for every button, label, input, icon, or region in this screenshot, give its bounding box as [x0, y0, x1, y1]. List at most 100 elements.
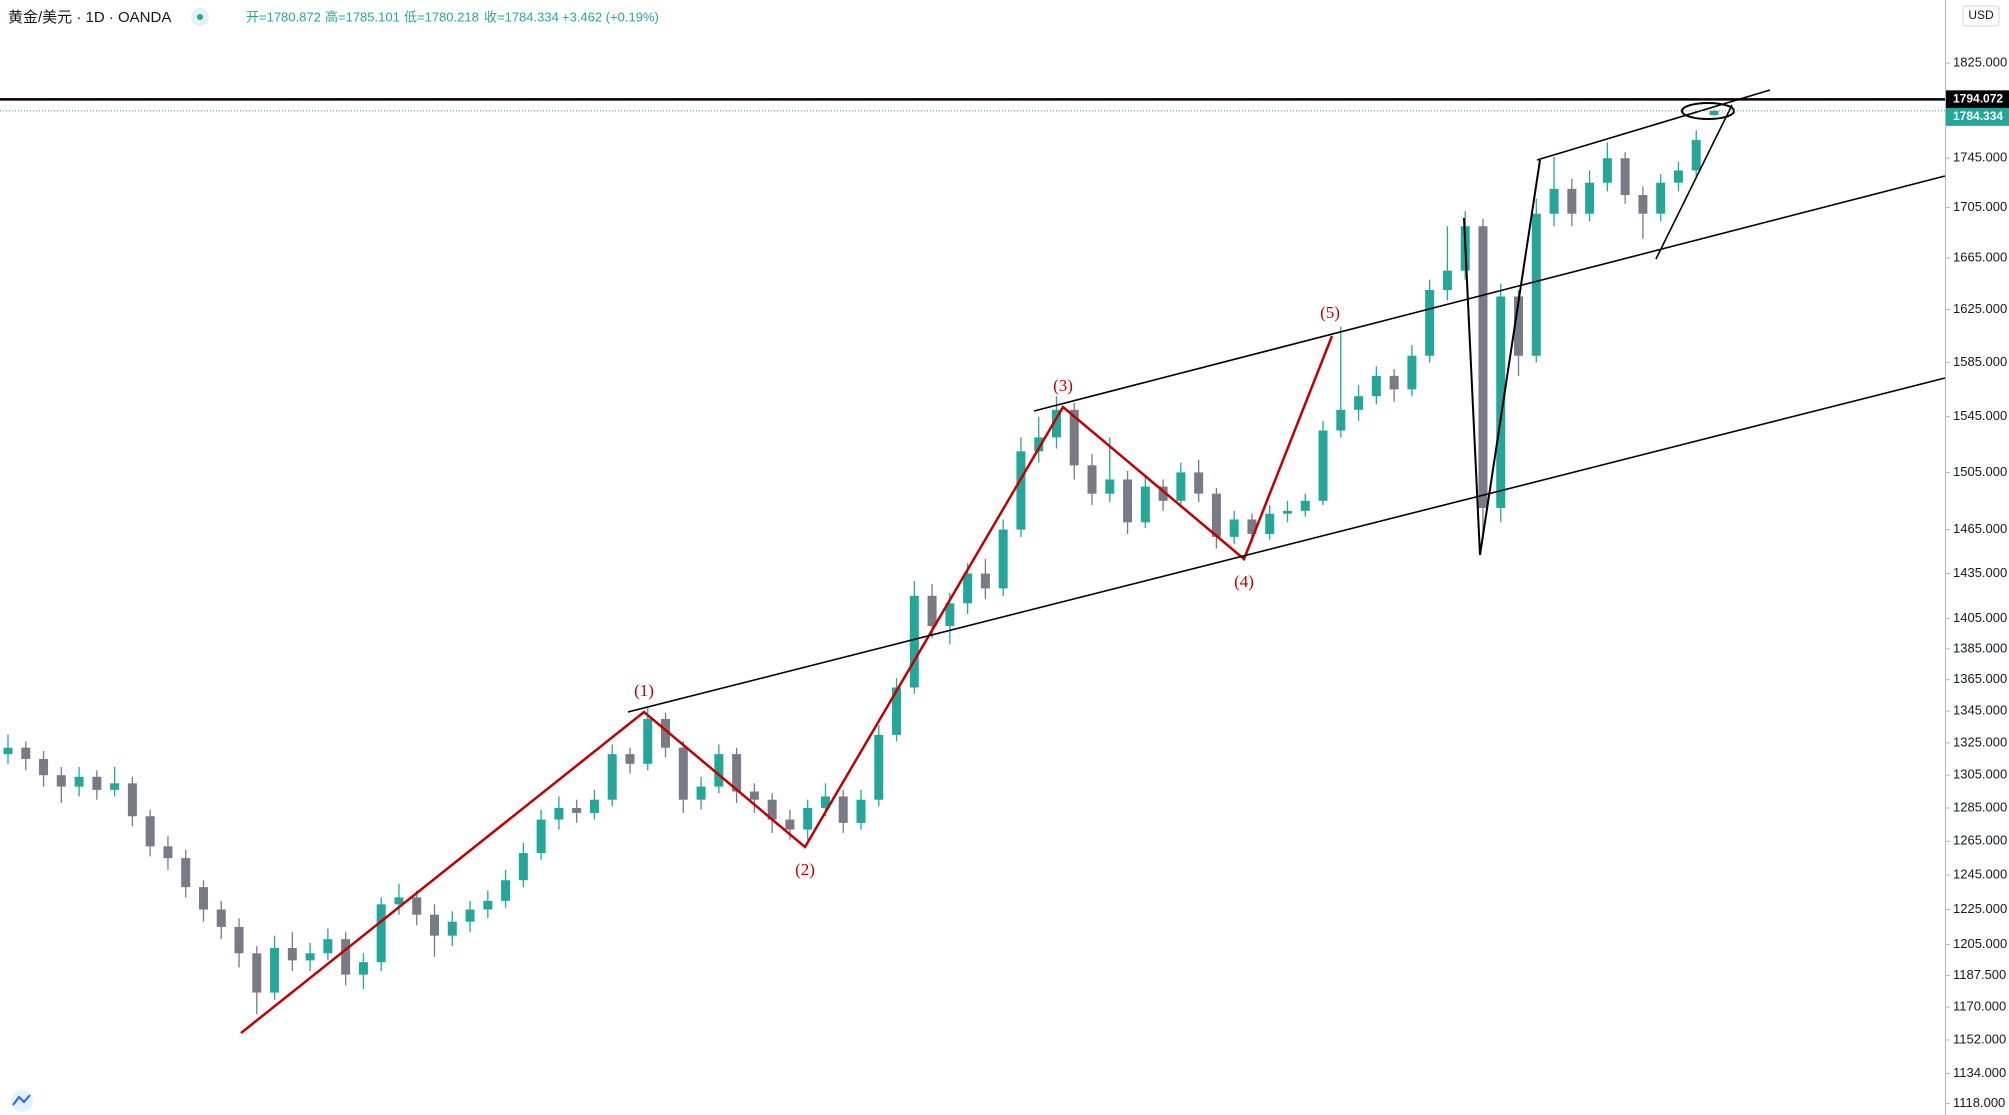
candle-body	[607, 754, 617, 800]
wave-label: (4)	[1234, 572, 1254, 591]
y-tick-label: 1345.000	[1953, 703, 2007, 718]
candle-body	[501, 880, 511, 901]
candle-body	[1211, 493, 1221, 537]
candle-body	[270, 947, 280, 993]
candle-body	[518, 853, 528, 881]
candle-body	[376, 904, 386, 963]
candle-body	[589, 799, 599, 813]
y-tick-label: 1385.000	[1953, 640, 2007, 655]
y-tick-label: 1205.000	[1953, 936, 2007, 951]
candle-body	[394, 897, 404, 905]
candle-body	[1496, 296, 1506, 508]
candle-body	[1140, 486, 1150, 523]
wave-label: (2)	[795, 860, 815, 879]
candle-body	[998, 529, 1008, 589]
candle-body	[1673, 170, 1683, 183]
candle-body	[536, 819, 546, 854]
candle-body	[554, 807, 564, 820]
candle-body	[714, 754, 724, 787]
candle-body	[74, 776, 84, 787]
y-tick-label: 1745.000	[1953, 150, 2007, 165]
candle-body	[1656, 182, 1666, 214]
channel-upper	[1033, 175, 1946, 412]
candle-body	[287, 947, 297, 961]
candle-body	[305, 953, 315, 961]
y-tick-label: 1505.000	[1953, 464, 2007, 479]
y-tick-label: 1170.000	[1953, 998, 2006, 1013]
candle-body	[1247, 519, 1257, 534]
candle-body	[661, 718, 671, 748]
candle-body	[767, 799, 777, 820]
ohlc-high: 高=1785.101	[325, 9, 400, 24]
price-label-box	[1946, 90, 2009, 109]
y-tick-label: 1187.500	[1953, 967, 2006, 982]
candle-body	[1194, 472, 1204, 494]
wave-label: (5)	[1320, 303, 1340, 322]
y-tick-label: 1705.000	[1953, 199, 2007, 214]
candle-body	[678, 747, 688, 800]
candle-body	[1336, 409, 1346, 431]
candle-body	[358, 962, 368, 975]
candle-body	[127, 783, 137, 817]
y-tick-label: 1118.000	[1953, 1095, 2005, 1110]
wave-line	[240, 335, 1334, 1034]
ohlc-open: 开=1780.872	[246, 9, 321, 24]
ohlc-change: +3.462 (+0.19%)	[562, 9, 659, 24]
price-label: 1784.334	[1953, 109, 2003, 123]
wedge-lower	[1655, 104, 1733, 260]
candle-body	[1354, 396, 1364, 410]
candle-body	[412, 897, 422, 915]
candle-body	[56, 775, 66, 787]
currency-button[interactable]	[1962, 5, 2000, 27]
candle-body	[572, 807, 582, 813]
candle-body	[892, 687, 902, 735]
symbol-title: 黄金/美元 · 1D · OANDA	[8, 9, 171, 26]
candle-body	[181, 858, 191, 888]
candle-body	[1620, 158, 1630, 196]
wave-label: (3)	[1053, 376, 1073, 395]
candle-body	[198, 887, 208, 910]
candle-body	[1105, 479, 1115, 494]
candle-body	[1069, 409, 1079, 466]
currency-label[interactable]: USD	[1968, 8, 1994, 22]
y-tick-label: 1305.000	[1953, 767, 2007, 782]
candle-body	[1229, 519, 1239, 537]
candle-body	[1389, 375, 1399, 390]
candle-body	[216, 909, 226, 927]
candle-body	[92, 776, 102, 790]
candle-body	[625, 754, 635, 764]
candle-body	[696, 786, 706, 800]
price-lines	[0, 98, 1945, 112]
candle-body	[1407, 355, 1417, 390]
candle-body	[1300, 500, 1310, 511]
y-tick-label: 1152.000	[1953, 1031, 2006, 1046]
candle-body	[447, 921, 457, 936]
candle-body	[1176, 472, 1186, 501]
candle-body	[1051, 409, 1061, 438]
candle-body	[874, 734, 884, 800]
channel-lower	[627, 377, 1946, 713]
candle-body	[1549, 188, 1559, 214]
price-label: 1794.072	[1953, 92, 2003, 106]
candle-body	[234, 926, 244, 954]
candle-body	[785, 819, 795, 830]
candle-body	[1123, 479, 1133, 523]
candle-body	[1514, 296, 1524, 356]
candle-body	[927, 595, 937, 626]
candle-body	[1478, 226, 1488, 508]
logo-mark	[12, 1094, 31, 1106]
candle-body	[1638, 195, 1648, 214]
y-tick-label: 1245.000	[1953, 867, 2007, 882]
candle-body	[732, 754, 742, 792]
candle-body	[3, 747, 13, 755]
candle-body	[1283, 510, 1292, 514]
candle-body	[1425, 289, 1435, 356]
candle-body	[945, 603, 955, 626]
y-tick-label: 1225.000	[1953, 901, 2007, 916]
y-tick-label: 1405.000	[1953, 610, 2007, 625]
candle-body	[1158, 486, 1168, 501]
candle-body	[323, 939, 333, 954]
price-label-box	[1946, 107, 2009, 126]
drawings	[240, 89, 1946, 1034]
y-tick-label: 1825.000	[1953, 54, 2007, 69]
